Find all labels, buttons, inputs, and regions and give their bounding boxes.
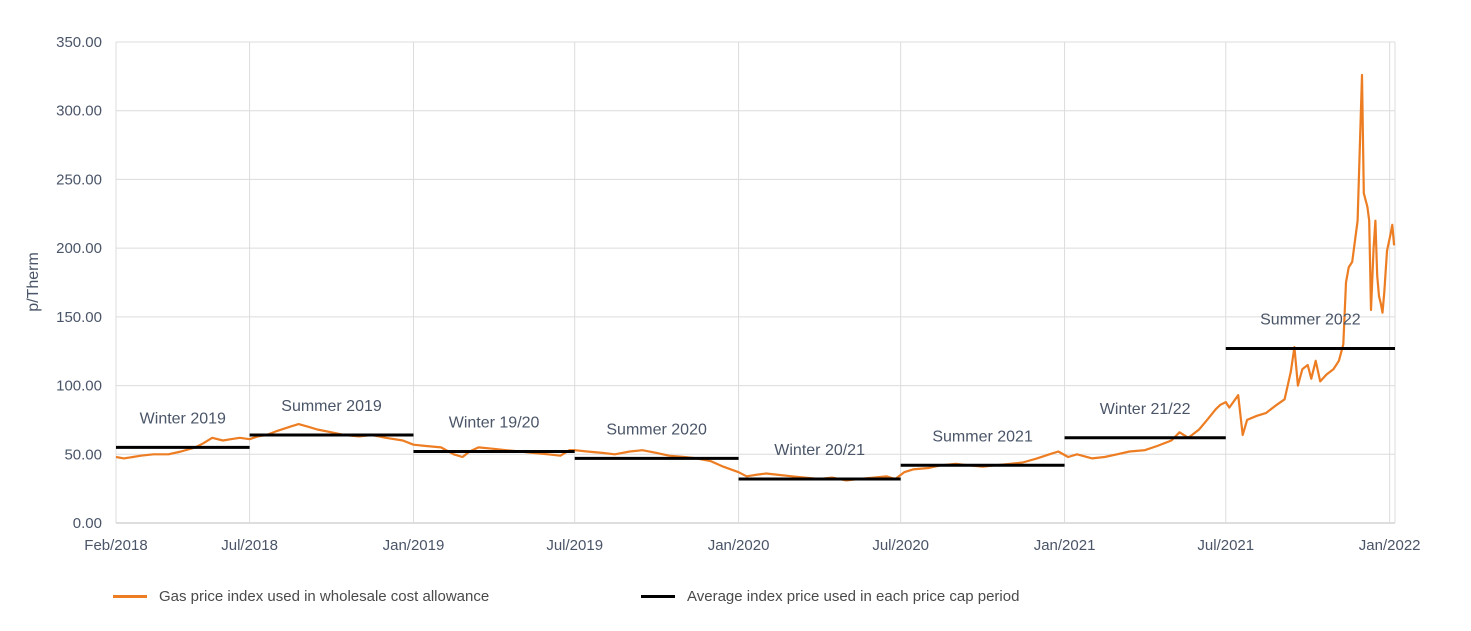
y-tick-label: 100.00 bbox=[56, 378, 102, 395]
y-tick-label: 0.00 bbox=[73, 515, 102, 532]
period-label: Summer 2022 bbox=[1260, 311, 1361, 328]
x-tick-label: Jan/2019 bbox=[383, 537, 445, 554]
legend-item-gas-index[interactable]: Gas price index used in wholesale cost a… bbox=[113, 588, 489, 605]
x-tick-label: Feb/2018 bbox=[84, 537, 147, 554]
period-label: Winter 2019 bbox=[140, 410, 226, 427]
x-tick-label: Jul/2021 bbox=[1197, 537, 1254, 554]
y-tick-label: 50.00 bbox=[64, 446, 102, 463]
series-line-gas-index bbox=[115, 73, 1396, 482]
legend-swatch-gas-index bbox=[113, 595, 147, 598]
x-tick-label: Jan/2021 bbox=[1034, 537, 1096, 554]
grid-lines bbox=[115, 41, 1396, 524]
y-axis-ticks: 0.00 50.00 100.00 150.00 200.00 250.00 300.00 3… bbox=[56, 34, 102, 532]
period-label: Winter 21/22 bbox=[1100, 401, 1191, 418]
legend-swatch-period-average bbox=[641, 595, 675, 598]
period-label: Winter 19/20 bbox=[449, 415, 540, 432]
legend-item-period-average[interactable]: Average index price used in each price c… bbox=[641, 588, 1019, 605]
gas-price-chart: 0.00 50.00 100.00 150.00 200.00 250.00 300.00 3… bbox=[25, 34, 1421, 554]
y-tick-label: 250.00 bbox=[56, 171, 102, 188]
y-tick-label: 300.00 bbox=[56, 103, 102, 120]
period-label: Summer 2019 bbox=[281, 398, 382, 415]
y-tick-label: 350.00 bbox=[56, 34, 102, 51]
legend-label-gas-index: Gas price index used in wholesale cost a… bbox=[159, 588, 490, 605]
period-label: Winter 20/21 bbox=[774, 442, 865, 459]
x-tick-label: Jan/2022 bbox=[1359, 537, 1421, 554]
legend-label-period-average: Average index price used in each price c… bbox=[687, 588, 1020, 605]
x-tick-label: Jul/2019 bbox=[546, 537, 603, 554]
series-lines bbox=[115, 73, 1396, 482]
period-label: Summer 2021 bbox=[932, 428, 1033, 445]
x-tick-label: Jan/2020 bbox=[708, 537, 770, 554]
y-tick-label: 200.00 bbox=[56, 240, 102, 257]
period-label: Summer 2020 bbox=[606, 421, 707, 438]
legend: Gas price index used in wholesale cost a… bbox=[0, 588, 1471, 612]
x-axis-ticks: Feb/2018 Jul/2018 Jan/2019 Jul/2019 Jan/2020… bbox=[84, 537, 1420, 554]
x-tick-label: Jul/2018 bbox=[221, 537, 278, 554]
x-tick-label: Jul/2020 bbox=[872, 537, 929, 554]
period-averages: Winter 2019 Summer 2019 Winter 19/20 Summer… bbox=[116, 311, 1395, 481]
y-axis-label: p/Therm bbox=[25, 252, 42, 312]
y-tick-label: 150.00 bbox=[56, 309, 102, 326]
